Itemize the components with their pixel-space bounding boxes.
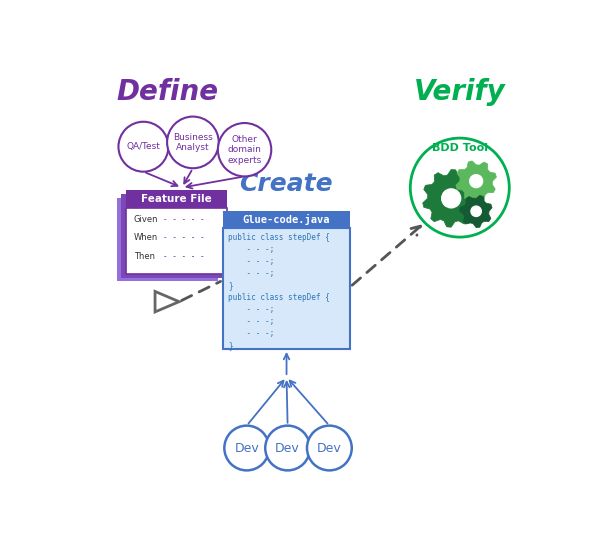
Text: Define: Define [116,78,218,106]
Text: - - -;: - - -; [228,269,274,278]
Text: }: } [228,341,233,350]
Text: public class stepDef {: public class stepDef { [228,233,330,241]
Text: - - -;: - - -; [228,329,274,338]
Circle shape [218,123,271,177]
FancyBboxPatch shape [223,211,350,228]
Circle shape [265,425,310,470]
Text: Business
Analyst: Business Analyst [173,132,213,152]
Polygon shape [423,169,480,227]
Circle shape [441,189,461,208]
Polygon shape [460,195,492,228]
Text: QA/Test: QA/Test [126,142,161,151]
Text: - - - - -: - - - - - [163,234,204,243]
Text: Create: Create [240,172,333,196]
FancyBboxPatch shape [126,190,228,208]
FancyBboxPatch shape [117,197,218,281]
Circle shape [471,206,482,216]
Text: - - -;: - - -; [228,317,274,326]
Text: Glue-code.java: Glue-code.java [243,214,330,225]
Text: BDD Tool: BDD Tool [432,143,488,153]
Text: Verify: Verify [414,78,506,106]
Circle shape [167,117,219,168]
Text: Dev: Dev [276,442,300,454]
FancyBboxPatch shape [126,208,228,274]
Text: When: When [134,234,158,243]
Text: - - -;: - - -; [228,305,274,314]
Text: Dev: Dev [317,442,342,454]
Text: }: } [228,281,233,290]
Text: - - -;: - - -; [228,245,274,254]
FancyBboxPatch shape [223,228,350,349]
Circle shape [470,174,483,188]
Circle shape [307,425,352,470]
Polygon shape [456,161,497,201]
Text: - - -;: - - -; [228,257,274,266]
Text: Dev: Dev [234,442,259,454]
Circle shape [225,425,269,470]
Text: Feature File: Feature File [141,194,212,204]
FancyBboxPatch shape [122,193,223,278]
Text: public class stepDef {: public class stepDef { [228,293,330,302]
Text: Other
domain
experts: Other domain experts [228,135,262,164]
Text: - - - - -: - - - - - [163,215,204,224]
Text: - - - - -: - - - - - [163,252,204,260]
Text: Given: Given [134,215,159,224]
Circle shape [410,138,509,237]
Text: Then: Then [134,252,155,260]
Circle shape [119,122,168,172]
